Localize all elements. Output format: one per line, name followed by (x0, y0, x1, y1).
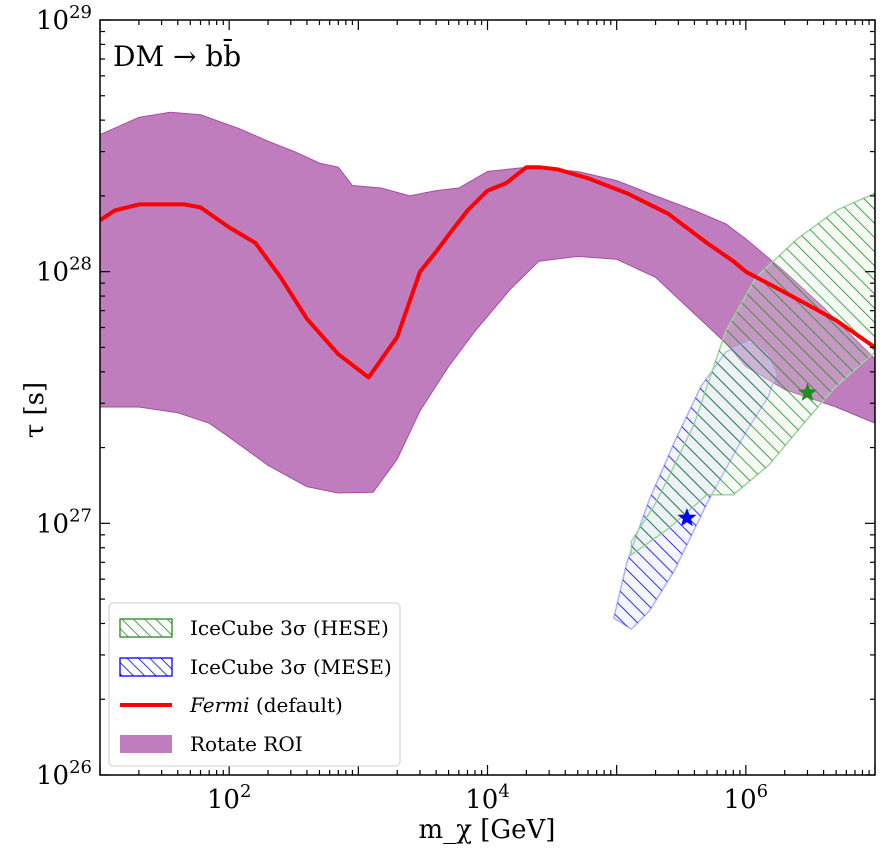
x-tick-label-base: 10 (207, 785, 240, 815)
legend-box (108, 602, 401, 767)
x-tick-label: 104 (465, 781, 510, 815)
mese-best-fit-star (677, 508, 697, 527)
y-axis-label: τ [s] (20, 382, 50, 438)
chart-title: DM → bb̄ (113, 38, 241, 73)
legend-label-fermi-italic: Fermi (189, 693, 250, 717)
y-tick-label-base: 10 (36, 509, 69, 539)
y-tick-label: 1027 (36, 505, 92, 539)
x-tick-label-base: 10 (465, 785, 498, 815)
y-tick-label-base: 10 (36, 258, 69, 288)
x-tick-label: 106 (724, 781, 769, 815)
legend-label-fermi: Fermi (default) (189, 693, 343, 717)
rotate-roi-band (100, 111, 875, 494)
fermi-default-line (100, 165, 875, 380)
x-tick-label-exponent: 2 (240, 781, 251, 802)
x-tick-label-exponent: 4 (498, 781, 509, 802)
legend-swatch-rotate-roi (120, 735, 172, 753)
x-tick-label: 102 (207, 781, 252, 815)
y-tick-label-exponent: 29 (69, 2, 92, 23)
y-tick-label: 1026 (36, 757, 92, 791)
hese-best-fit-star (798, 382, 817, 401)
y-tick-label-exponent: 28 (69, 254, 92, 275)
y-tick-label: 1028 (36, 254, 92, 288)
legend-swatch-mese (119, 657, 173, 677)
x-tick-label-base: 10 (724, 785, 757, 815)
x-axis-label: m_χ [GeV] (419, 815, 556, 845)
x-tick-label-exponent: 6 (757, 781, 768, 802)
legend-label-mese: IceCube 3σ (MESE) (190, 655, 392, 679)
legend: IceCube 3σ (HESE) IceCube 3σ (MESE) Ferm… (108, 602, 401, 767)
y-tick-label-exponent: 27 (69, 505, 92, 526)
legend-label-hese: IceCube 3σ (HESE) (190, 616, 389, 640)
legend-label-fermi-rest: (default) (250, 693, 343, 717)
icecube-hese-hatch (631, 193, 875, 555)
y-tick-label-base: 10 (36, 6, 69, 36)
legend-swatch-hese (119, 618, 173, 638)
y-tick-label-exponent: 26 (69, 757, 92, 778)
y-tick-label-base: 10 (36, 761, 69, 791)
y-tick-label: 1029 (36, 2, 92, 36)
legend-label-rotate-roi: Rotate ROI (190, 732, 303, 756)
